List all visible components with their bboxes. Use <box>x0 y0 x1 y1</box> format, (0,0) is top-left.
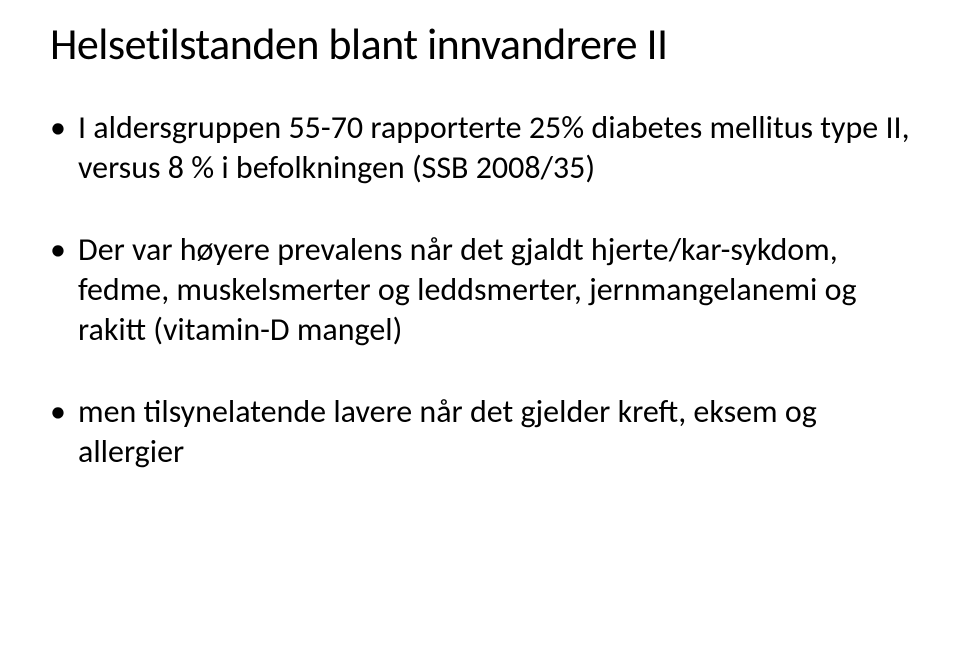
list-item: men tilsynelatende lavere når det gjelde… <box>50 392 910 472</box>
slide-title: Helsetilstanden blant innvandrere II <box>50 20 910 68</box>
list-item: I aldersgruppen 55-70 rapporterte 25% di… <box>50 108 910 188</box>
bullet-list: I aldersgruppen 55-70 rapporterte 25% di… <box>50 108 910 472</box>
list-item: Der var høyere prevalens når det gjaldt … <box>50 230 910 350</box>
slide: Helsetilstanden blant innvandrere II I a… <box>0 0 960 650</box>
